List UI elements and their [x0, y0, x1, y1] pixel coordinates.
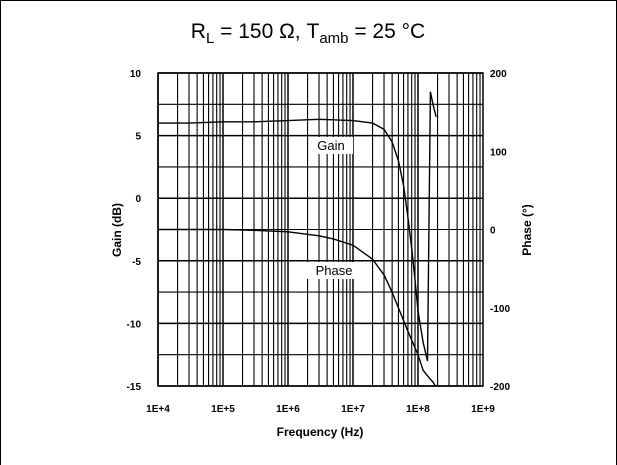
chart-title: RL = 150 Ω, Tamb = 25 °C	[191, 20, 425, 47]
series-label-bg	[309, 137, 353, 154]
series-label-bg	[307, 262, 361, 279]
x-tick-label: 1E+5	[211, 404, 235, 415]
right-y-tick-label: -200	[490, 382, 510, 393]
right-y-axis-label: Phase (°)	[520, 204, 534, 255]
x-axis-label: Frequency (Hz)	[277, 425, 364, 439]
x-tick-label: 1E+7	[341, 404, 365, 415]
right-y-tick-label: 0	[490, 226, 496, 237]
right-y-tick-label: -100	[490, 304, 510, 315]
right-y-tick-label: 200	[490, 69, 507, 80]
left-y-tick-label: -10	[127, 319, 142, 330]
x-tick-label: 1E+9	[471, 404, 495, 415]
left-y-tick-label: 0	[135, 194, 141, 205]
left-y-tick-label: 10	[130, 69, 142, 80]
x-tick-label: 1E+6	[276, 404, 300, 415]
left-y-tick-labels: 10 5 0 -5 -10 -15	[127, 69, 142, 393]
right-y-tick-label: 100	[490, 147, 507, 158]
series-label-phase: Phase	[316, 263, 353, 278]
series-line-gain	[158, 91, 437, 362]
right-y-tick-labels: 200 100 0 -100 -200	[490, 69, 510, 393]
x-tick-label: 1E+8	[406, 404, 430, 415]
left-y-tick-label: 5	[135, 132, 141, 143]
x-tick-labels: 1E+4 1E+5 1E+6 1E+7 1E+8 1E+9	[146, 404, 495, 415]
left-y-tick-label: -5	[132, 257, 141, 268]
series-line-phase	[158, 228, 436, 387]
x-tick-label: 1E+4	[146, 404, 170, 415]
series-lines	[158, 91, 437, 387]
left-y-axis-label: Gain (dB)	[110, 203, 124, 257]
left-y-tick-label: -15	[127, 382, 142, 393]
series-label-gain: Gain	[317, 138, 344, 153]
series-labels: Gain Phase	[307, 137, 361, 279]
